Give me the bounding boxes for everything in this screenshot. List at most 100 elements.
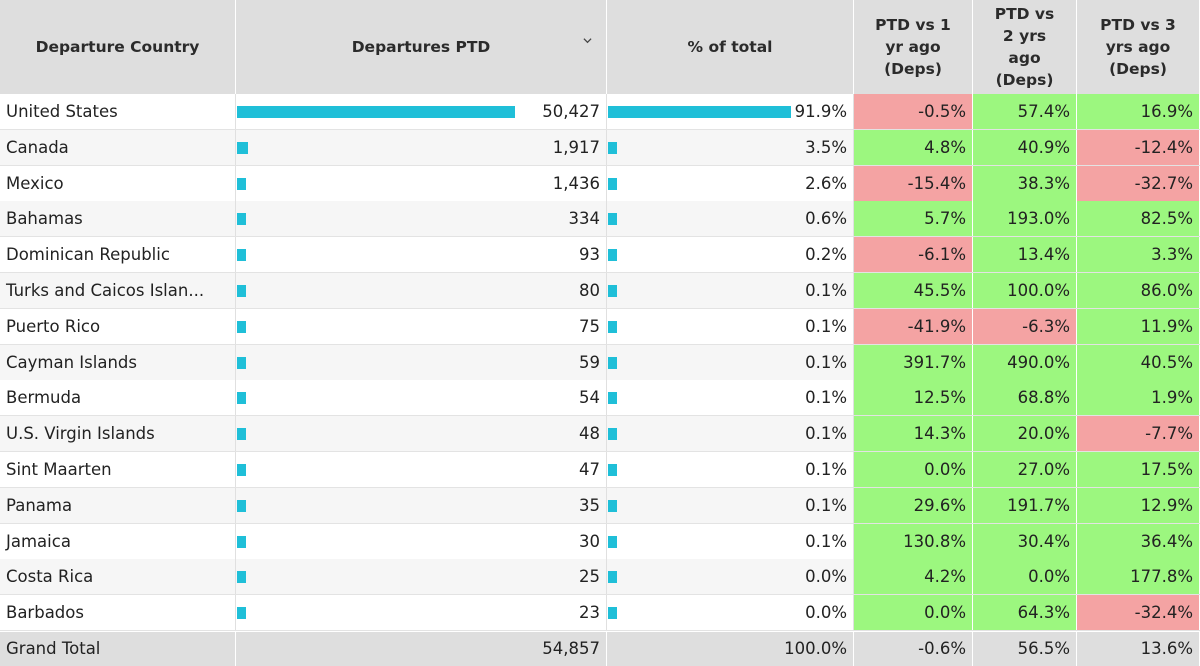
table-row[interactable]: Cayman Islands 59 0.1% 391.7% 490.0% 40.5% (0, 344, 1200, 381)
vs1-cell: 14.3% (854, 416, 973, 452)
table-row[interactable]: Panama 35 0.1% 29.6% 191.7% 12.9% (0, 487, 1200, 524)
table-row[interactable]: Bermuda 54 0.1% 12.5% 68.8% 1.9% (0, 380, 1200, 417)
vs2-value: 68.8% (1017, 388, 1070, 408)
departures-cell: 48 (236, 416, 607, 452)
vs2-cell: 40.9% (973, 129, 1077, 165)
pct-bar (608, 141, 617, 154)
departures-value: 1,436 (552, 173, 600, 193)
vs3-cell: 17.5% (1077, 452, 1200, 487)
vs1-cell: 0.0% (854, 452, 973, 487)
departures-value: 75 (579, 316, 600, 336)
vs2-value: 490.0% (1007, 352, 1070, 372)
vs2-cell: 0.0% (973, 559, 1077, 595)
table-row[interactable]: Mexico 1,436 2.6% -15.4% 38.3% -32.7% (0, 165, 1200, 202)
pct-cell: 0.1% (607, 344, 854, 380)
pct-bar (608, 428, 617, 441)
total-vs2: 56.5% (973, 631, 1077, 666)
header-departures-ptd[interactable]: Departures PTD (236, 0, 607, 94)
pct-bar (608, 392, 617, 405)
table-header: Departure Country Departures PTD % of to… (0, 0, 1200, 94)
departures-cell: 80 (236, 273, 607, 308)
vs1-value: -6.1% (918, 245, 966, 265)
pct-bar (608, 106, 791, 118)
header-departure-country[interactable]: Departure Country (0, 0, 236, 94)
departures-bar (237, 141, 248, 154)
vs1-cell: -41.9% (854, 308, 973, 344)
vs3-value: -32.7% (1134, 173, 1193, 193)
header-ptd-vs-3yrs[interactable]: PTD vs 3 yrs ago (Deps) (1077, 0, 1200, 94)
pct-bar (608, 535, 617, 548)
vs3-cell: 3.3% (1077, 237, 1200, 273)
table-row[interactable]: Turks and Caicos Islan... 80 0.1% 45.5% 100.… (0, 273, 1200, 309)
departures-cell: 23 (236, 595, 607, 631)
table-row[interactable]: Costa Rica 25 0.0% 4.2% 0.0% 177.8% (0, 559, 1200, 596)
country-cell: Bermuda (0, 380, 236, 416)
country-cell: Bahamas (0, 201, 236, 237)
departures-cell: 47 (236, 452, 607, 487)
vs1-value: 12.5% (913, 388, 966, 408)
table-row[interactable]: United States 50,427 91.9% -0.5% 57.4% 16.9% (0, 94, 1200, 130)
pct-cell: 2.6% (607, 165, 854, 201)
departures-value: 54 (579, 388, 600, 408)
country-cell: Barbados (0, 595, 236, 631)
vs2-value: 20.0% (1017, 424, 1070, 444)
pct-value: 0.1% (805, 352, 847, 372)
vs1-value: -0.5% (918, 102, 966, 121)
departures-value: 93 (579, 245, 600, 265)
pct-cell: 0.0% (607, 595, 854, 631)
pct-value: 0.1% (805, 281, 847, 300)
chevron-down-icon[interactable] (583, 36, 592, 45)
departures-value: 50,427 (542, 102, 600, 121)
vs1-cell: 29.6% (854, 487, 973, 523)
pct-value: 3.5% (805, 137, 847, 157)
table-row[interactable]: Canada 1,917 3.5% 4.8% 40.9% -12.4% (0, 129, 1200, 166)
table-row[interactable]: U.S. Virgin Islands 48 0.1% 14.3% 20.0% -7.7% (0, 416, 1200, 453)
pct-value: 2.6% (805, 173, 847, 193)
departures-cell: 1,917 (236, 129, 607, 165)
vs2-cell: 68.8% (973, 380, 1077, 416)
vs3-cell: -7.7% (1077, 416, 1200, 452)
country-cell: Sint Maarten (0, 452, 236, 487)
total-departures: 54,857 (236, 631, 607, 666)
departures-bar (237, 320, 246, 333)
departures-bar (237, 392, 246, 405)
vs1-cell: 4.8% (854, 129, 973, 165)
departures-bar (237, 106, 515, 118)
pct-cell: 3.5% (607, 129, 854, 165)
vs3-value: -32.4% (1134, 603, 1193, 623)
table-row[interactable]: Dominican Republic 93 0.2% -6.1% 13.4% 3.3% (0, 237, 1200, 274)
pct-value: 0.1% (805, 388, 847, 408)
header-ptd-vs-1yr[interactable]: PTD vs 1 yr ago (Deps) (854, 0, 973, 94)
pct-cell: 0.6% (607, 201, 854, 237)
table-row[interactable]: Puerto Rico 75 0.1% -41.9% -6.3% 11.9% (0, 308, 1200, 345)
total-vs1: -0.6% (854, 631, 973, 666)
table-row[interactable]: Bahamas 334 0.6% 5.7% 193.0% 82.5% (0, 201, 1200, 238)
vs3-cell: 36.4% (1077, 523, 1200, 559)
vs1-value: -41.9% (907, 316, 966, 336)
vs1-cell: -15.4% (854, 165, 973, 201)
vs3-value: 11.9% (1140, 316, 1193, 336)
country-cell: Turks and Caicos Islan... (0, 273, 236, 308)
pct-value: 0.0% (805, 567, 847, 587)
vs3-cell: 11.9% (1077, 308, 1200, 344)
header-pct-of-total[interactable]: % of total (607, 0, 854, 94)
pct-bar (608, 571, 617, 584)
pct-bar (608, 285, 617, 297)
vs1-cell: 391.7% (854, 344, 973, 380)
departures-cell: 93 (236, 237, 607, 273)
country-cell: Jamaica (0, 523, 236, 559)
vs2-value: 27.0% (1017, 460, 1070, 479)
total-pct: 100.0% (607, 631, 854, 666)
departures-value: 35 (579, 495, 600, 515)
vs3-cell: 40.5% (1077, 344, 1200, 380)
header-ptd-vs-2yrs[interactable]: PTD vs 2 yrs ago (Deps) (973, 0, 1077, 94)
table-row[interactable]: Barbados 23 0.0% 0.0% 64.3% -32.4% (0, 595, 1200, 632)
pct-cell: 0.1% (607, 308, 854, 344)
vs3-value: 17.5% (1140, 460, 1193, 479)
vs3-value: 16.9% (1140, 102, 1193, 121)
vs1-value: 130.8% (903, 531, 966, 551)
table-row[interactable]: Jamaica 30 0.1% 130.8% 30.4% 36.4% (0, 523, 1200, 560)
table-row[interactable]: Sint Maarten 47 0.1% 0.0% 27.0% 17.5% (0, 452, 1200, 488)
departures-bar (237, 285, 246, 297)
pct-value: 91.9% (794, 102, 847, 121)
